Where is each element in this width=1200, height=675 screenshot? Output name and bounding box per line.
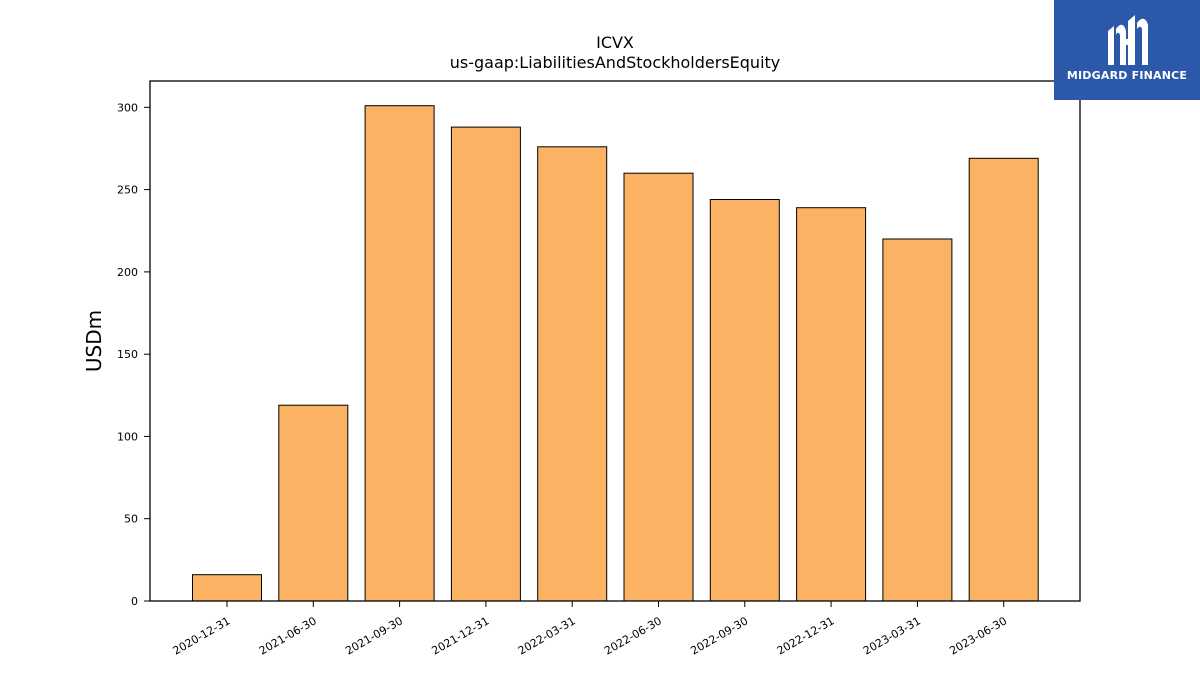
x-tick-label: 2021-06-30: [257, 614, 319, 657]
y-tick-label: 150: [117, 348, 138, 361]
bar-2020-12-31: [192, 574, 262, 602]
y-tick-label: 300: [117, 101, 138, 114]
y-tick-label: 250: [117, 184, 138, 197]
bar-2022-06-30: [623, 172, 694, 602]
brand-name: MIDGARD FINANCE: [1066, 69, 1188, 82]
bar-2022-03-31: [537, 146, 608, 602]
y-tick-label: 0: [131, 595, 138, 608]
chart-title: ICVX: [596, 33, 634, 52]
bar-2021-06-30: [278, 404, 349, 602]
bars-group: [192, 105, 1039, 602]
y-axis-ticks: 0 50 100 150 200 250 300: [117, 101, 150, 608]
x-tick-label: 2022-09-30: [688, 614, 750, 657]
midgard-logo-icon: [1108, 15, 1148, 65]
x-tick-label: 2022-06-30: [602, 614, 664, 657]
brand-logo: MIDGARD FINANCE: [1054, 0, 1200, 100]
bar-2022-09-30: [709, 199, 780, 602]
y-tick-label: 100: [117, 430, 138, 443]
x-axis-ticks: 2020-12-31 2021-06-30 2021-09-30 2021-12-31…: [171, 601, 1009, 658]
x-tick-label: 2023-06-30: [947, 614, 1009, 657]
plot-frame: [149, 80, 1081, 602]
bar-2023-03-31: [882, 238, 953, 602]
chart-subtitle: us-gaap:LiabilitiesAndStockholdersEquity: [450, 53, 781, 72]
x-tick-label: 2022-12-31: [775, 614, 837, 657]
x-tick-label: 2021-12-31: [430, 614, 492, 657]
y-axis-label: USDm: [82, 310, 106, 372]
x-tick-label: 2022-03-31: [516, 614, 578, 657]
y-tick-label: 50: [124, 513, 138, 526]
x-tick-label: 2023-03-31: [861, 614, 923, 657]
x-tick-label: 2020-12-31: [171, 614, 233, 657]
y-tick-label: 200: [117, 266, 138, 279]
bar-2021-12-31: [450, 126, 521, 602]
bar-2023-06-30: [968, 157, 1039, 602]
bar-2022-12-31: [796, 207, 867, 602]
bar-2021-09-30: [364, 105, 435, 602]
x-tick-label: 2021-09-30: [343, 614, 405, 657]
